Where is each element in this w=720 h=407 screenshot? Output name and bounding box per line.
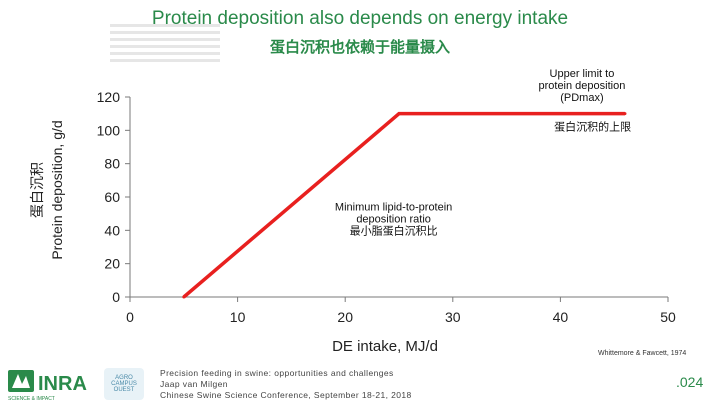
x-tick-label: 10	[230, 309, 246, 325]
inra-logo-text: INRA	[38, 373, 87, 395]
inra-logo: INRA SCIENCE & IMPACT	[6, 364, 100, 402]
x-tick-label: 30	[445, 309, 461, 325]
x-tick-label: 0	[126, 309, 134, 325]
annotation-line: Minimum lipid-to-protein	[335, 201, 452, 213]
footer-line-2: Jaap van Milgen	[160, 379, 228, 389]
y-tick-label: 100	[97, 122, 121, 138]
x-tick-label: 40	[553, 309, 569, 325]
annotation-line: (PDmax)	[560, 92, 603, 104]
page-number: .024	[676, 374, 704, 390]
series-point	[397, 112, 401, 116]
chart-series	[182, 111, 627, 299]
slide-title: Protein deposition also depends on energ…	[151, 8, 569, 29]
background-decoration	[110, 24, 220, 74]
annotation-line: 蛋白沉积的上限	[554, 119, 631, 133]
y-tick-label: 80	[104, 156, 120, 172]
x-axis-label: DE intake, MJ/d	[332, 338, 438, 355]
footer-text: Precision feeding in swine: opportunitie…	[160, 368, 412, 401]
footer-line-3: Chinese Swine Science Conference, Septem…	[160, 390, 412, 400]
chart-axes: 0 10 20 30 40 50 0 20 40 60 80 100 120 DE intake, MJ/…	[30, 89, 676, 355]
y-tick-label: 120	[97, 89, 121, 105]
citation: Whittemore & Fawcett, 1974	[598, 350, 687, 357]
x-tick-label: 50	[660, 309, 676, 325]
y-tick-label: 20	[104, 256, 120, 272]
y-axis-label: Protein deposition, g/d	[49, 120, 65, 259]
slide-subtitle: 蛋白沉积也依赖于能量摄入	[269, 38, 450, 56]
footer-line-1: Precision feeding in swine: opportunitie…	[160, 368, 394, 378]
y-tick-label: 40	[104, 222, 120, 238]
series-point	[623, 112, 627, 116]
agrocampus-logo: AGRO CAMPUS OUEST	[104, 368, 144, 400]
annotation-line: deposition ratio	[356, 213, 431, 225]
inra-logo-tagline: SCIENCE & IMPACT	[8, 396, 55, 402]
series-point	[182, 295, 186, 299]
annotation-line: protein deposition	[538, 80, 625, 92]
annotation-line: 最小脂蛋白沉积比	[350, 223, 438, 237]
agrocampus-logo-text: AGRO CAMPUS OUEST	[111, 375, 137, 393]
annotation-line: Upper limit to	[550, 68, 615, 80]
x-tick-label: 20	[337, 309, 353, 325]
annotation-1: 蛋白沉积的上限	[554, 119, 631, 133]
y-axis-label-chinese: 蛋白沉积	[30, 162, 46, 218]
y-tick-label: 0	[112, 289, 120, 305]
y-tick-label: 60	[104, 189, 120, 205]
